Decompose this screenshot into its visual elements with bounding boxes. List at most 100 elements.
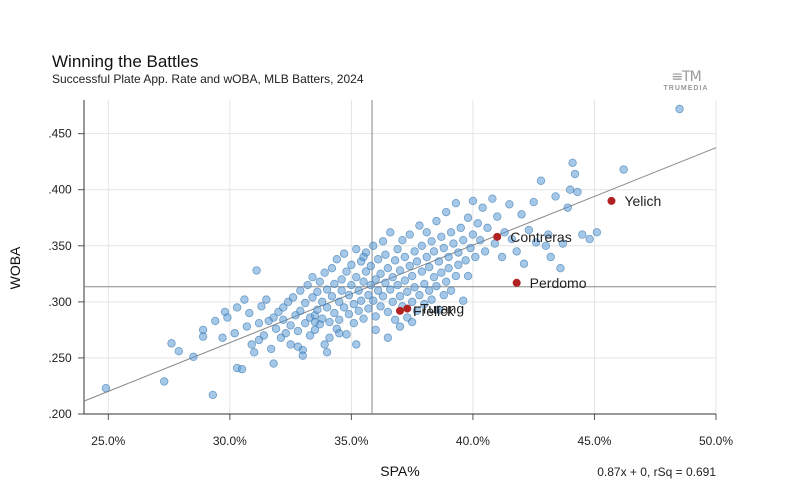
data-point	[393, 244, 402, 254]
data-point	[364, 290, 373, 300]
data-point	[390, 256, 400, 265]
data-point	[262, 295, 271, 304]
data-point	[446, 228, 456, 237]
data-point	[461, 256, 470, 265]
data-point	[327, 264, 337, 273]
data-point	[288, 293, 298, 302]
data-point	[240, 295, 249, 304]
data-point	[198, 332, 208, 341]
data-point	[279, 315, 288, 324]
data-point	[354, 306, 363, 316]
data-point	[446, 286, 456, 295]
data-point	[407, 317, 417, 327]
data-point	[373, 255, 383, 264]
data-points	[101, 104, 684, 400]
data-point	[388, 272, 397, 282]
data-point	[480, 247, 490, 256]
mean-lines	[84, 100, 716, 414]
data-point	[410, 247, 419, 256]
data-point	[371, 325, 380, 335]
highlight-point-contreras	[493, 232, 502, 241]
data-point	[160, 377, 169, 386]
data-point	[437, 232, 446, 242]
data-point	[398, 235, 407, 245]
x-tick-label: 30.0%	[213, 434, 247, 448]
data-point	[434, 305, 444, 314]
data-point	[254, 318, 264, 328]
data-point	[366, 280, 376, 290]
data-point	[466, 243, 475, 253]
y-tick-label: .350	[48, 239, 72, 253]
data-point	[308, 272, 317, 282]
data-point	[573, 187, 582, 197]
data-point	[325, 317, 334, 327]
data-point	[339, 249, 349, 258]
y-tick-label: .450	[48, 127, 72, 141]
data-point	[327, 292, 337, 301]
data-point	[337, 275, 346, 284]
data-point	[407, 297, 417, 307]
data-point	[366, 261, 376, 271]
data-point	[313, 305, 322, 314]
data-point	[476, 235, 485, 245]
data-point	[424, 286, 434, 295]
y-tick-label: .300	[48, 295, 72, 309]
player-label-frelick: Frelick	[413, 303, 455, 319]
data-point	[371, 275, 380, 284]
data-point	[437, 268, 446, 277]
highlight-point-yelich	[607, 196, 616, 205]
data-point	[335, 297, 344, 307]
data-point	[400, 276, 410, 285]
data-point	[463, 271, 473, 281]
data-point	[415, 221, 424, 230]
data-point	[347, 280, 356, 290]
y-axis-label: WOBA	[7, 246, 23, 289]
data-point	[381, 250, 390, 259]
data-point	[459, 235, 468, 245]
y-tick-label: .400	[48, 183, 72, 197]
data-point	[208, 390, 218, 400]
data-point	[393, 280, 402, 290]
data-point	[332, 255, 341, 264]
data-point	[354, 286, 363, 295]
data-point	[422, 228, 431, 237]
data-point	[546, 252, 555, 262]
data-point	[675, 104, 684, 114]
data-point	[563, 203, 572, 212]
data-point	[412, 306, 422, 316]
data-point	[364, 304, 373, 313]
data-point	[369, 296, 378, 305]
data-point	[483, 223, 492, 233]
data-point	[101, 384, 111, 393]
data-point	[429, 247, 439, 256]
trumedia-logo: ≡TM TRUMEDIA	[656, 70, 716, 93]
y-tick-label: .200	[48, 407, 72, 421]
data-point	[558, 239, 568, 248]
data-point	[432, 216, 441, 226]
data-point	[349, 318, 359, 328]
data-point	[269, 359, 278, 368]
data-point	[318, 314, 327, 323]
data-point	[403, 287, 412, 296]
data-point	[371, 312, 380, 321]
data-point	[237, 364, 247, 374]
data-point	[395, 266, 405, 275]
data-point	[478, 203, 487, 212]
data-point	[459, 296, 468, 305]
data-point	[500, 228, 509, 237]
data-point	[505, 200, 514, 209]
data-point	[444, 264, 453, 273]
data-point	[335, 329, 344, 338]
data-point	[266, 344, 276, 354]
data-point	[313, 287, 322, 296]
grid-lines	[84, 100, 717, 415]
data-point	[439, 243, 448, 253]
data-point	[245, 308, 254, 318]
data-point	[519, 259, 529, 268]
data-point	[544, 230, 553, 239]
data-point	[378, 292, 388, 301]
data-point	[395, 292, 405, 301]
data-point	[308, 293, 317, 302]
data-point	[257, 302, 266, 311]
data-point	[211, 316, 220, 326]
